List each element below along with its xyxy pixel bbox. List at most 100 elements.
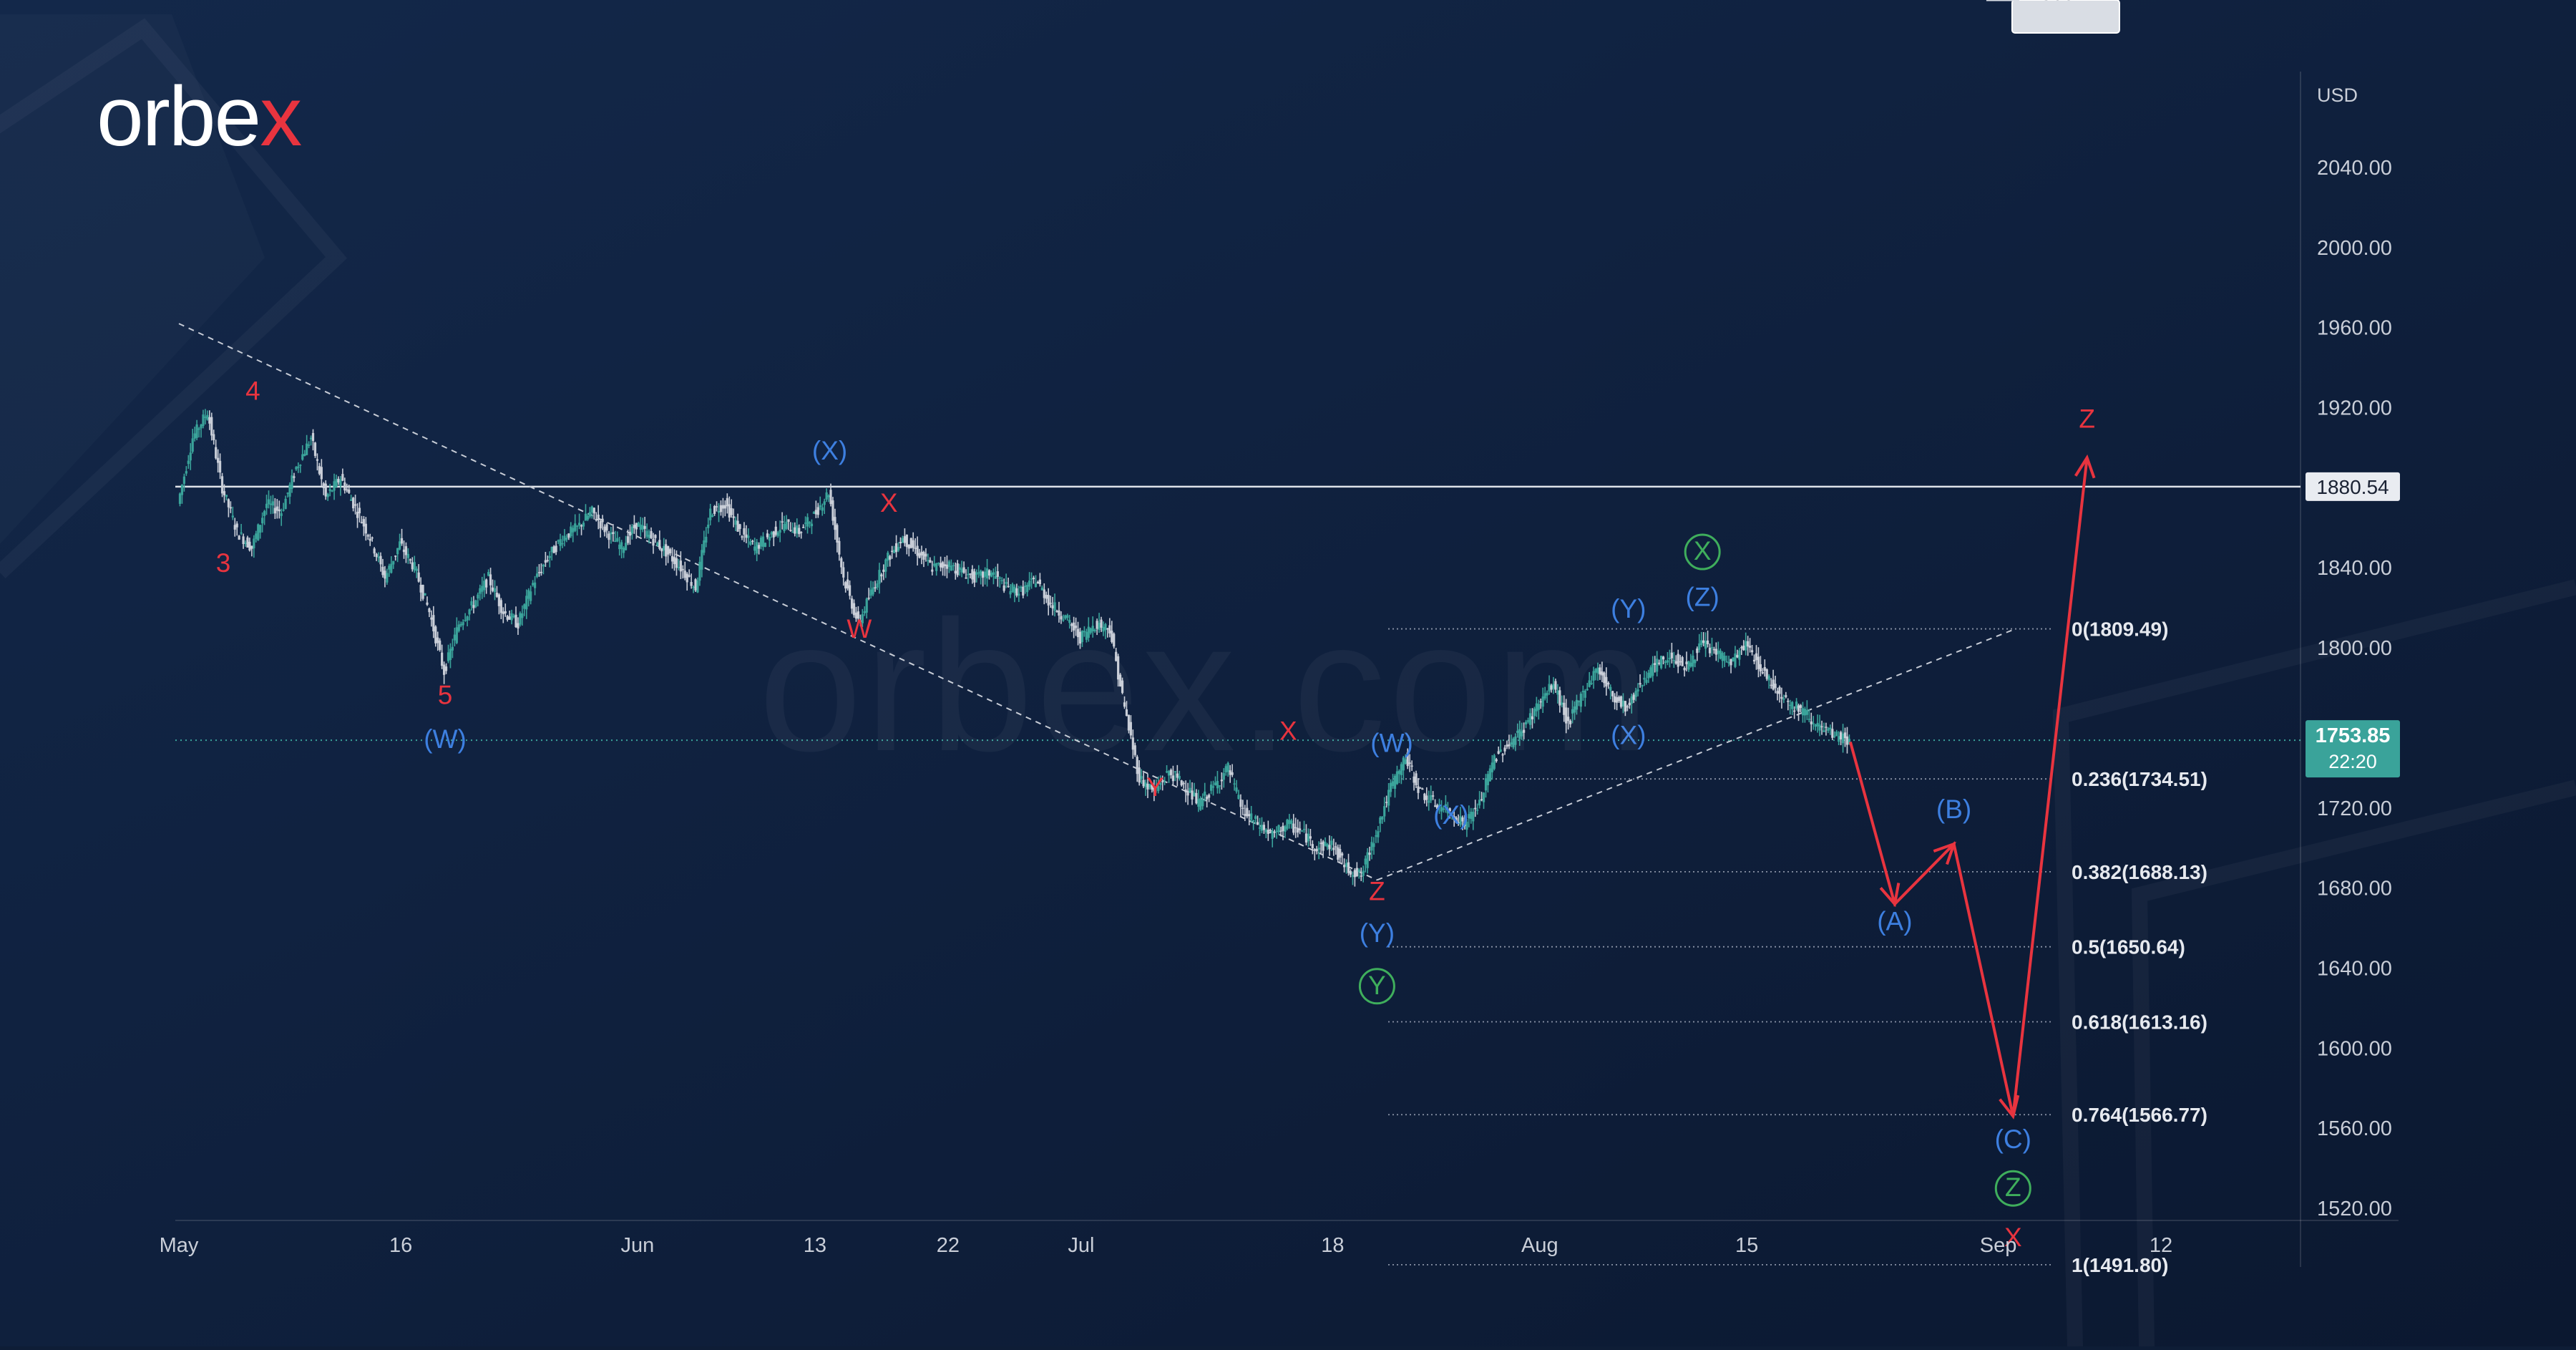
candle-body	[1108, 625, 1111, 633]
candle-body	[308, 445, 311, 446]
candle-body	[1204, 791, 1206, 796]
candle-body	[1197, 799, 1200, 807]
candle-body	[430, 617, 433, 620]
candle-body	[703, 540, 706, 553]
candle-body	[707, 524, 710, 528]
candle-body	[859, 620, 862, 622]
price-tick-label: 1840.00	[2317, 557, 2392, 580]
candle-body	[1765, 669, 1768, 679]
candle-body	[814, 510, 817, 515]
candle-body	[457, 624, 460, 631]
candle-body	[185, 471, 187, 474]
candle-body	[745, 534, 748, 538]
candle-body	[464, 620, 467, 621]
candle-body	[1679, 661, 1682, 663]
candle-body	[525, 596, 528, 610]
candle-body	[1603, 672, 1606, 684]
candle-body	[1036, 581, 1040, 584]
target-callout-label: 1566.77	[2029, 0, 2102, 4]
candle-body	[244, 543, 247, 544]
candle-body	[1167, 771, 1171, 776]
candle-body	[982, 571, 985, 578]
candle-body	[182, 476, 185, 484]
candle-body	[352, 497, 355, 509]
candle-body	[1588, 680, 1591, 687]
candle-body	[257, 524, 260, 540]
candle-body	[269, 503, 273, 505]
candle-body	[1470, 811, 1473, 820]
candle-body	[1499, 749, 1502, 752]
candle-body	[1155, 787, 1158, 789]
candle-body	[497, 594, 500, 606]
candle-body	[1309, 836, 1312, 839]
candle-body	[451, 646, 454, 651]
candle-body	[808, 522, 811, 524]
candle-body	[726, 497, 728, 507]
candle-body	[1387, 790, 1390, 806]
candle-body	[273, 508, 276, 514]
candle-body	[747, 535, 750, 538]
candle-body	[1186, 790, 1189, 796]
candle-body	[1379, 817, 1382, 824]
candle-body	[1406, 752, 1409, 767]
candle-body	[1191, 790, 1194, 800]
candle-body	[206, 414, 209, 420]
candle-body	[248, 541, 251, 551]
candle-body	[1180, 780, 1183, 786]
candle-body	[1070, 623, 1073, 626]
candle-body	[1455, 817, 1458, 823]
candle-body	[909, 538, 912, 548]
candle-body	[916, 545, 919, 556]
candle-body	[1514, 737, 1517, 745]
candle-body	[1649, 667, 1652, 678]
candle-body	[1590, 683, 1593, 684]
candle-body	[523, 604, 526, 609]
candle-body	[1235, 787, 1238, 792]
candle-body	[603, 526, 606, 533]
candle-body	[328, 489, 331, 491]
candle-body	[922, 551, 925, 560]
candle-body	[1326, 844, 1329, 848]
candle-body	[616, 538, 619, 542]
candle-body	[491, 587, 494, 591]
candle-body	[1528, 713, 1532, 725]
candle-body	[1282, 825, 1284, 832]
candle-body	[1169, 769, 1173, 775]
candle-body	[411, 562, 414, 570]
candle-body	[1381, 816, 1384, 820]
price-tick-label: 1960.00	[2317, 317, 2392, 340]
time-tick-label: Jul	[1068, 1234, 1094, 1257]
candle-body	[1297, 827, 1299, 833]
candle-body	[1026, 585, 1029, 593]
candle-body	[658, 540, 661, 549]
candle-body	[891, 550, 894, 553]
candle-body	[1747, 641, 1750, 647]
candle-body	[734, 520, 737, 525]
candle-body	[271, 501, 275, 506]
candle-body	[218, 460, 222, 473]
candle-body	[977, 572, 980, 574]
candle-body	[823, 501, 826, 505]
candle-body	[240, 532, 243, 534]
candle-body	[1241, 807, 1244, 810]
candle-body	[546, 560, 549, 561]
candle-body	[415, 568, 418, 571]
candle-body	[1503, 747, 1506, 752]
candle-body	[1233, 783, 1236, 785]
candle-body	[987, 570, 991, 576]
candle-body	[705, 536, 708, 543]
candle-body	[1383, 806, 1386, 817]
candle-body	[1702, 640, 1705, 644]
candle-body	[1028, 581, 1031, 587]
candle-body	[191, 438, 194, 452]
candle-body	[759, 538, 763, 547]
fib-level-label: 0.5(1650.64)	[2072, 936, 2185, 958]
candle-body	[479, 588, 482, 594]
candle-body	[872, 587, 874, 595]
candle-body	[1307, 833, 1310, 842]
candle-body	[844, 582, 847, 589]
candle-body	[899, 541, 902, 544]
candle-body	[969, 573, 972, 575]
candle-body	[1533, 708, 1536, 717]
